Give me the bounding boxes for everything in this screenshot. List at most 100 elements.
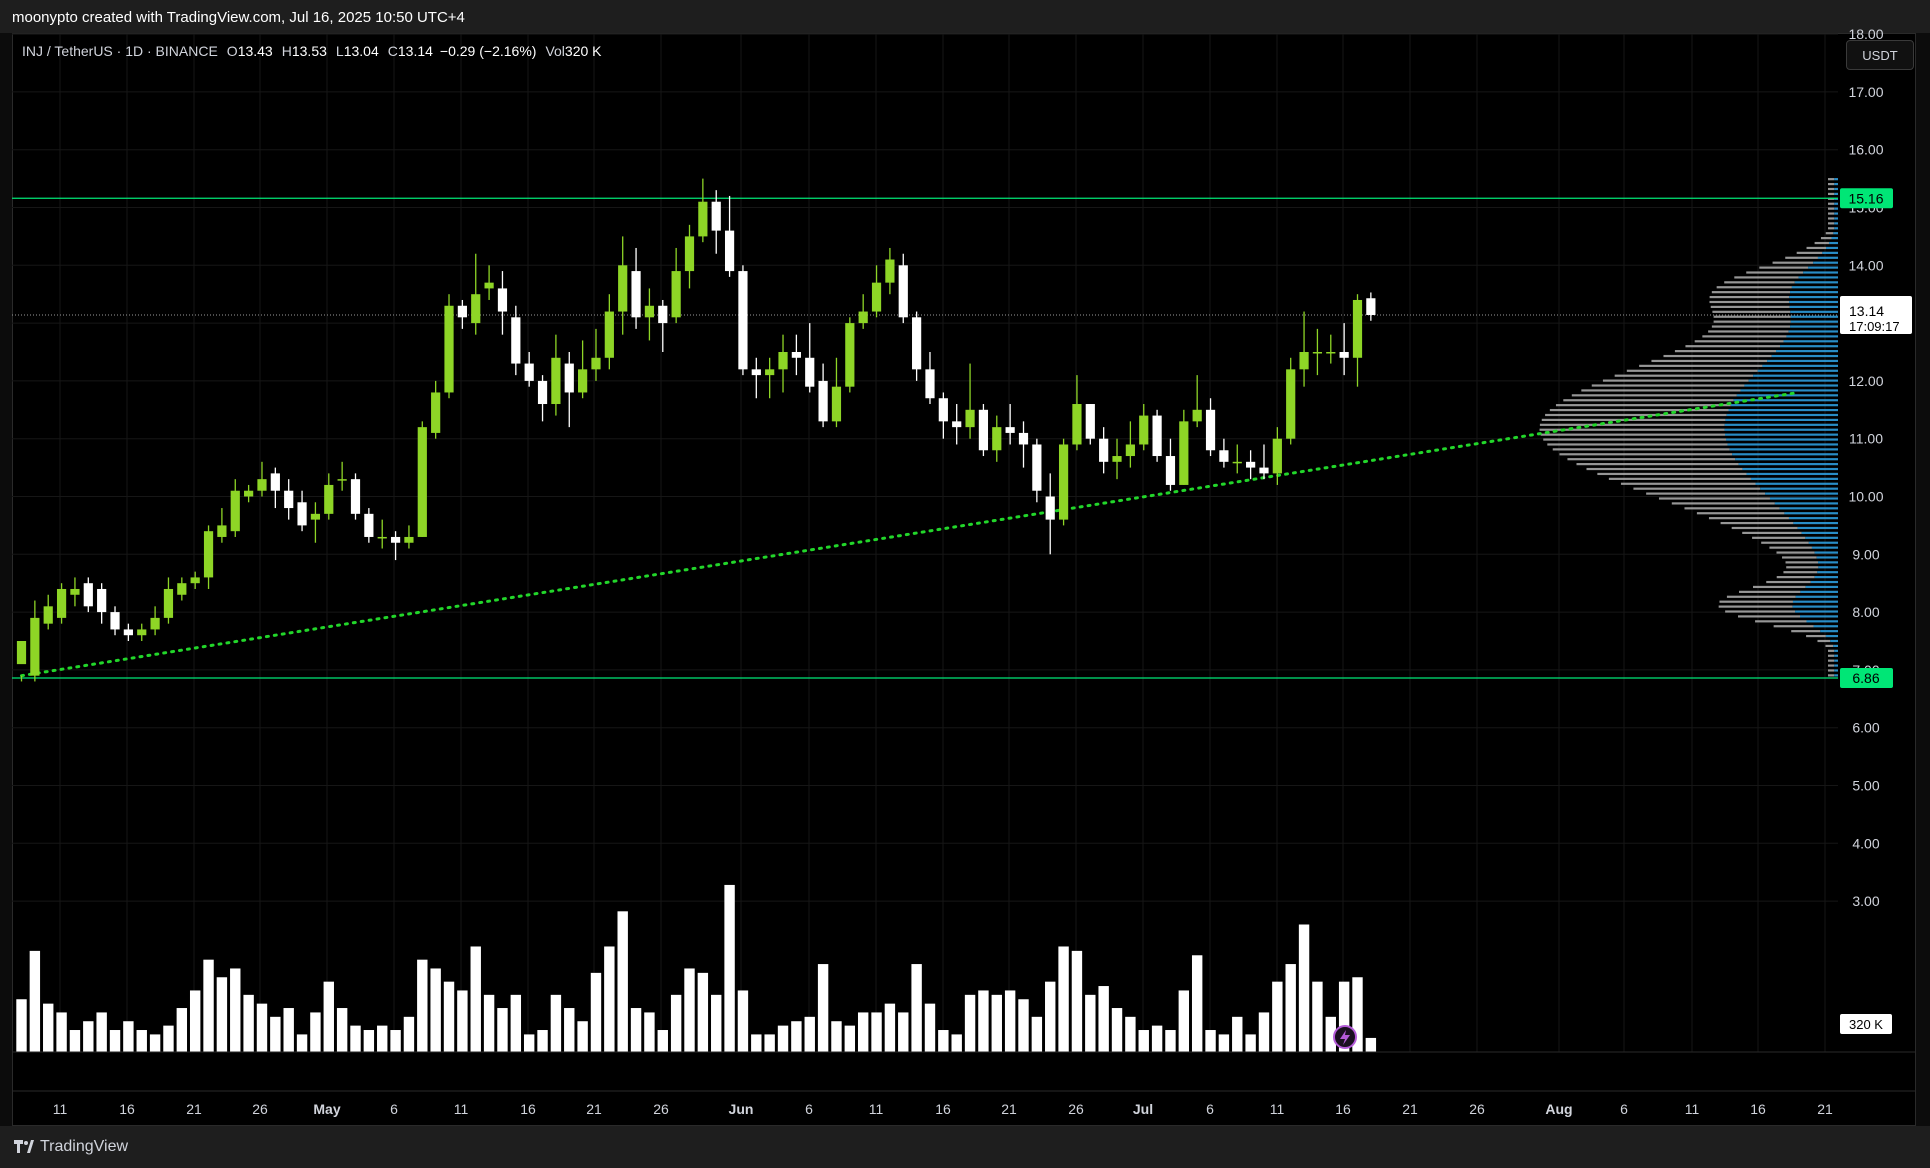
price-chart[interactable]: 18.0017.0016.0015.0014.0013.0012.0011.00… bbox=[0, 0, 1930, 1126]
chart-frame[interactable] bbox=[12, 33, 1916, 1126]
candle bbox=[310, 502, 321, 543]
volume-profile-bar bbox=[1759, 266, 1809, 269]
volume-profile-bar bbox=[1833, 644, 1838, 648]
tradingview-logo-icon bbox=[14, 1140, 34, 1153]
volume-value-bg bbox=[1840, 1014, 1892, 1034]
candle bbox=[524, 352, 534, 387]
candle-body bbox=[1058, 444, 1069, 520]
volume-profile-bar bbox=[1539, 428, 1725, 431]
candle-body bbox=[484, 282, 494, 289]
lightning-icon bbox=[1333, 1025, 1357, 1049]
volume-bar bbox=[617, 911, 628, 1052]
volume-bar bbox=[96, 1012, 107, 1052]
volume-profile-bar bbox=[1696, 512, 1785, 515]
volume-profile-bar bbox=[1813, 625, 1838, 628]
candle-body bbox=[190, 577, 200, 584]
volume-profile-bar bbox=[1633, 487, 1761, 490]
volume-profile-bar bbox=[1626, 369, 1758, 372]
volume-bar bbox=[924, 1003, 936, 1052]
volume-profile-bar bbox=[1822, 251, 1838, 254]
volume-bar bbox=[83, 1021, 94, 1052]
candle bbox=[110, 606, 120, 636]
volume-profile-bar bbox=[1834, 217, 1838, 220]
candle bbox=[257, 461, 267, 497]
candle-body bbox=[604, 311, 614, 358]
volume-bar bbox=[577, 1021, 588, 1052]
volume-profile-bar bbox=[1790, 310, 1838, 313]
high-label: H bbox=[282, 43, 292, 59]
volume-profile-bar bbox=[1757, 369, 1838, 372]
volume-profile-bar bbox=[1646, 492, 1766, 495]
tradingview-brand[interactable]: TradingView bbox=[14, 1138, 128, 1156]
candle bbox=[123, 623, 133, 641]
volume-bar bbox=[537, 1030, 548, 1052]
volume-bar bbox=[16, 999, 27, 1052]
close-value: 13.14 bbox=[398, 43, 433, 59]
volume-profile-bar bbox=[1834, 207, 1838, 210]
change-value: −0.29 (−2.16%) bbox=[440, 43, 537, 59]
candle-body bbox=[791, 352, 801, 358]
volume-profile-bar bbox=[1708, 517, 1789, 520]
candle bbox=[1085, 404, 1095, 445]
volume-bar bbox=[29, 950, 41, 1052]
volume-profile-bar bbox=[1798, 276, 1838, 279]
candle-body bbox=[203, 531, 214, 578]
candle-body bbox=[751, 369, 761, 376]
volume-profile-bar bbox=[1828, 649, 1835, 652]
candle bbox=[177, 577, 187, 601]
candle-body bbox=[1366, 298, 1376, 316]
volume-bar bbox=[176, 1008, 188, 1052]
candle bbox=[992, 415, 1002, 462]
candle bbox=[711, 190, 721, 254]
candle bbox=[925, 352, 935, 405]
candle bbox=[965, 363, 975, 439]
candle bbox=[791, 334, 801, 376]
x-tick-label: 26 bbox=[653, 1101, 669, 1117]
x-tick-label: 6 bbox=[390, 1101, 398, 1117]
resistance-price-label-bg bbox=[1840, 188, 1893, 209]
volume-bar bbox=[1232, 1016, 1243, 1052]
x-tick-label: 16 bbox=[1335, 1101, 1351, 1117]
volume-profile-bar bbox=[1776, 350, 1838, 353]
volume-profile-bar bbox=[1725, 610, 1796, 613]
low-value: 13.04 bbox=[344, 43, 379, 59]
candle-body bbox=[1299, 352, 1309, 370]
volume-bar bbox=[123, 1021, 134, 1052]
volume-profile-bar bbox=[1725, 433, 1838, 436]
candle bbox=[1058, 438, 1069, 526]
candle bbox=[871, 265, 882, 318]
volume-bar bbox=[951, 1034, 962, 1052]
volume-value-text: 320 K bbox=[1849, 1017, 1883, 1032]
candle-body bbox=[1112, 456, 1122, 462]
candle bbox=[1352, 294, 1363, 387]
candle bbox=[244, 484, 254, 503]
candle bbox=[765, 357, 775, 399]
candle-body bbox=[778, 352, 788, 370]
volume-profile-bar bbox=[1788, 330, 1838, 333]
candle bbox=[404, 525, 414, 549]
candle bbox=[658, 299, 668, 352]
volume-profile-bar bbox=[1828, 182, 1835, 186]
high-value: 13.53 bbox=[292, 43, 327, 59]
candle bbox=[471, 253, 481, 335]
x-tick-label: 21 bbox=[1001, 1101, 1017, 1117]
candle-body bbox=[578, 369, 588, 393]
volume-bar bbox=[323, 981, 334, 1052]
volume-bar bbox=[430, 968, 441, 1052]
currency-button[interactable]: USDT bbox=[1846, 40, 1914, 70]
x-tick-label: 11 bbox=[1685, 1101, 1700, 1117]
volume-bar bbox=[283, 1008, 294, 1052]
candle bbox=[431, 380, 441, 439]
candle-body bbox=[1205, 409, 1216, 451]
volume-bar bbox=[644, 1012, 655, 1052]
volume-bar bbox=[697, 972, 709, 1052]
candles bbox=[16, 178, 1376, 682]
candle bbox=[137, 623, 147, 641]
volume-profile-bar bbox=[1786, 566, 1819, 569]
volume-profile-bar bbox=[1724, 428, 1838, 431]
volume-bar bbox=[417, 959, 428, 1052]
volume-profile-bar bbox=[1738, 463, 1838, 466]
volume-bar bbox=[256, 1003, 268, 1052]
volume-bar bbox=[831, 1021, 842, 1052]
